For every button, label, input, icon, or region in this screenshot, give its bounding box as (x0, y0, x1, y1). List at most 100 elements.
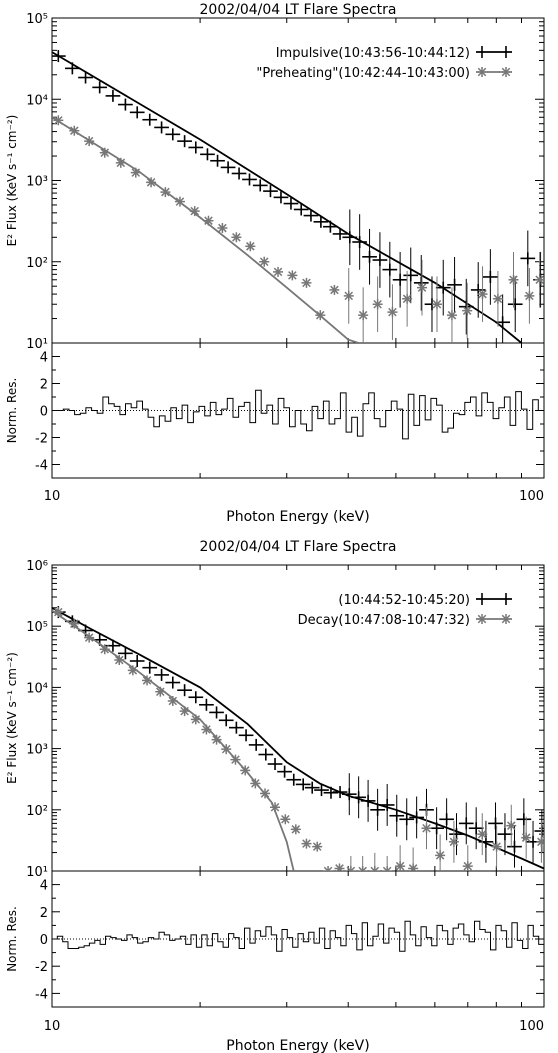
data-point (332, 227, 348, 240)
data-point (360, 779, 376, 822)
data-point (379, 783, 395, 826)
data-point (409, 796, 424, 839)
data-point (165, 128, 181, 141)
y-tick-label: 10³ (26, 743, 48, 758)
asterisk-marker (204, 216, 213, 225)
data-point (492, 270, 503, 327)
data-point (270, 802, 281, 813)
chart-panel: 2002/04/04 LT Flare Spectra 10 100 Photon E… (5, 539, 545, 1053)
asterisk-marker (259, 257, 269, 267)
data-point (372, 276, 383, 333)
data-point (211, 734, 222, 745)
data-point (146, 177, 157, 188)
asterisk-marker (335, 864, 344, 871)
asterisk-marker (492, 842, 501, 851)
data-point (167, 695, 178, 706)
asterisk-marker (273, 267, 283, 277)
data-point (323, 220, 338, 233)
data-point (155, 686, 166, 697)
data-point (478, 820, 494, 863)
data-point (230, 754, 241, 765)
residual-y-tick-label: -4 (35, 987, 48, 1002)
residual-histogram (52, 389, 544, 440)
data-point (421, 807, 432, 850)
data-point (154, 668, 169, 681)
data-point (524, 268, 535, 324)
data-point (446, 287, 457, 343)
asterisk-marker (422, 823, 431, 833)
asterisk-marker (100, 644, 110, 654)
asterisk-marker (509, 275, 518, 285)
asterisk-marker (395, 861, 405, 871)
data-point (263, 185, 278, 198)
data-point (462, 845, 473, 871)
asterisk-marker (270, 802, 280, 812)
data-point (165, 676, 181, 689)
residual-y-axis-label: Norm. Res. (5, 378, 19, 444)
data-point (290, 824, 301, 835)
asterisk-marker (525, 291, 534, 301)
data-point (78, 71, 93, 84)
legend-label: Decay(10:47:08-10:47:32) (298, 613, 470, 628)
data-point (477, 813, 488, 856)
asterisk-marker (218, 223, 227, 233)
data-point (200, 148, 215, 161)
data-point (341, 773, 357, 816)
data-point (399, 798, 415, 841)
legend-entry: Impulsive(10:43:56-10:44:12) (276, 46, 512, 61)
asterisk-marker (131, 168, 141, 177)
data-point (313, 215, 329, 228)
data-point (280, 814, 291, 825)
asterisk-marker (506, 821, 516, 830)
asterisk-marker (382, 866, 389, 871)
data-point (403, 247, 419, 304)
data-point (69, 125, 80, 136)
data-point (179, 706, 190, 717)
asterisk-marker (417, 283, 427, 292)
y-tick-label: 10¹ (26, 337, 48, 352)
data-point (382, 855, 393, 871)
asterisk-marker (114, 655, 124, 665)
chart-title: 2002/04/04 LT Flare Spectra (200, 2, 397, 18)
data-point (267, 758, 283, 771)
data-point (372, 232, 388, 288)
asterisk-marker (231, 755, 240, 764)
asterisk-marker (312, 842, 322, 851)
data-point (99, 644, 110, 655)
asterisk-marker (370, 866, 376, 871)
data-point (458, 802, 474, 845)
asterisk-marker (537, 838, 544, 847)
data-point (174, 196, 185, 207)
legend-label: "Preheating"(10:42:44-10:43:00) (256, 66, 470, 81)
data-point (160, 187, 171, 198)
asterisk-marker (212, 735, 221, 744)
data-point (312, 841, 323, 852)
data-point (435, 834, 446, 871)
data-point (129, 655, 145, 668)
asterisk-marker (246, 242, 255, 251)
asterisk-marker (344, 291, 354, 301)
data-point (488, 802, 503, 845)
data-point (358, 287, 369, 343)
residual-y-tick-label: -2 (35, 432, 48, 447)
data-point (447, 257, 462, 313)
y-tick-label: 10⁶ (26, 559, 48, 574)
data-point (462, 282, 473, 339)
data-point (314, 784, 329, 797)
data-point (507, 276, 523, 333)
data-point (470, 262, 486, 318)
asterisk-marker (54, 607, 63, 617)
residual-y-tick-label: -2 (35, 960, 48, 975)
data-point (491, 825, 502, 868)
data-point (315, 310, 326, 321)
data-point (220, 161, 236, 174)
data-point (283, 197, 299, 210)
asterisk-marker (232, 233, 241, 242)
y-tick-label: 10² (26, 256, 48, 271)
data-point (534, 251, 544, 308)
data-point (332, 786, 348, 799)
data-point (382, 241, 398, 298)
asterisk-marker (70, 126, 79, 135)
data-point (142, 113, 158, 126)
flux-data (52, 606, 544, 871)
